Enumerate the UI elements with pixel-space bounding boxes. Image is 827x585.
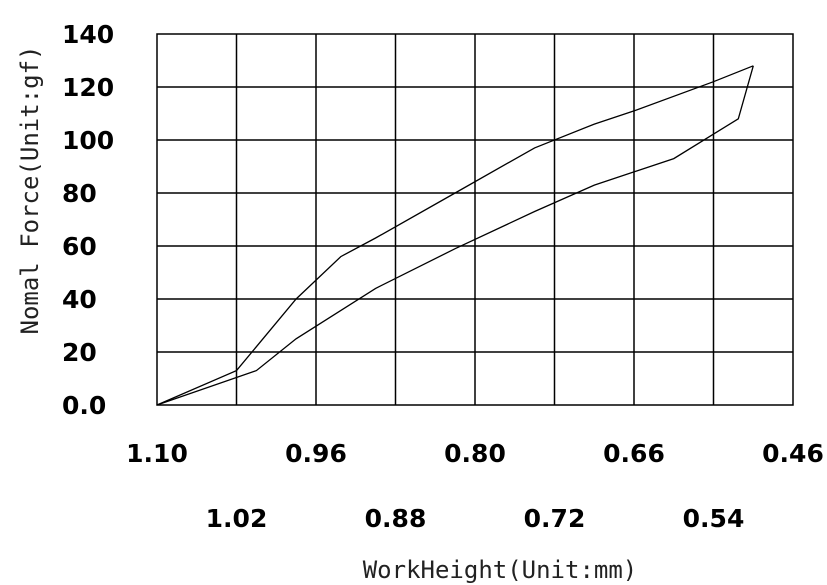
y-tick-label: 20 [62,338,97,367]
y-tick-label: 140 [62,20,114,49]
y-tick-label: 80 [62,179,97,208]
x-tick-label: 0.66 [603,439,665,468]
x-tick-label: 1.10 [126,439,188,468]
series-line-upper [156,65,754,406]
x-tick-labels: 1.10 0.96 0.80 0.66 0.46 1.02 0.88 0.72 0.54 [126,439,824,533]
y-tick-label: 40 [62,285,97,314]
grid [156,33,794,406]
y-tick-label: 60 [62,232,97,261]
series-line-lower [156,65,754,406]
y-tick-label: 100 [62,126,114,155]
x-tick-label: 0.46 [762,439,824,468]
y-tick-label: 120 [62,73,114,102]
y-axis-label: Nomal Force(Unit:gf) [16,46,44,335]
series-layer [156,65,754,406]
x-axis-label: WorkHeight(Unit:mm) [363,556,638,584]
x-tick-label: 0.88 [365,504,427,533]
x-tick-label: 0.80 [444,439,506,468]
x-tick-label: 1.02 [206,504,268,533]
x-tick-label: 0.72 [524,504,586,533]
y-tick-labels: 0.0 20 40 60 80 100 120 140 [62,20,114,420]
x-tick-label: 0.54 [683,504,745,533]
x-tick-label: 0.96 [285,439,347,468]
y-tick-label: 0.0 [62,391,106,420]
